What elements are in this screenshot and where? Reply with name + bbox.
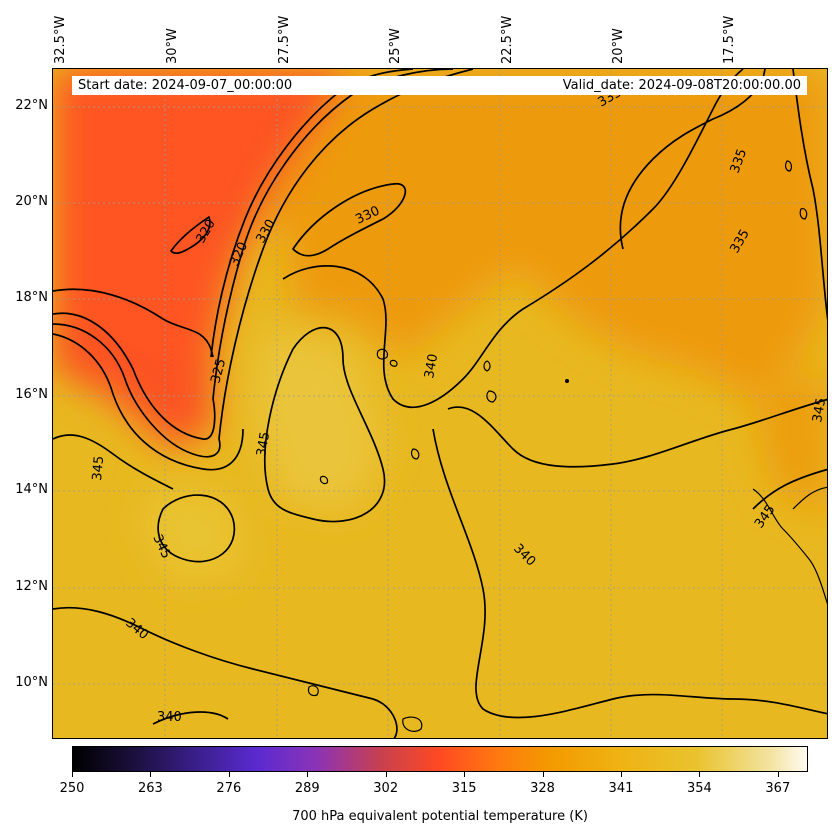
lon-label-22.5w: 22.5°W	[500, 15, 515, 64]
contour-345-east	[752, 468, 827, 510]
valid-date-text: Valid_date: 2024-09-08T20:00:00.00	[562, 78, 801, 93]
colorbar-tick-263	[150, 772, 152, 777]
gridlines	[53, 69, 827, 738]
contour-330-loop	[53, 323, 221, 458]
island-cape-verde-1	[376, 348, 388, 360]
field-shading	[53, 69, 827, 579]
contour-340-south	[447, 398, 827, 468]
colorbar-tick-315	[464, 772, 466, 777]
colorbar-tick-label-328: 328	[530, 781, 555, 796]
lon-label-27.5w: 27.5°W	[277, 15, 292, 64]
island-dot	[565, 379, 569, 383]
contour-330-bulge	[292, 183, 407, 257]
contour-345-center	[263, 326, 386, 523]
start-date-text: Start date: 2024-09-07_00:00:00	[78, 78, 293, 93]
island-bottom-1	[402, 716, 423, 732]
colorbar-tick-label-302: 302	[373, 781, 399, 796]
contour-345-circle	[157, 494, 236, 563]
colorbar-tick-label-367: 367	[765, 781, 791, 796]
lat-label-22n: 22°N	[15, 98, 48, 113]
contours	[53, 69, 827, 738]
lat-label-14n: 14°N	[15, 482, 48, 497]
contour-label-325: 325	[208, 357, 229, 385]
warm-region-center	[253, 329, 383, 509]
colorbar	[72, 746, 808, 772]
contour-label-345-e: 345	[810, 397, 828, 424]
mid-region-north	[203, 69, 827, 399]
island-small-center	[319, 475, 329, 485]
contour-325-loop	[53, 312, 216, 440]
contour-340-band	[432, 428, 827, 719]
map-panel[interactable]: 320 320 330 330 325 335 335 335 340 340 …	[52, 68, 828, 739]
lat-label-10n: 10°N	[15, 675, 48, 690]
colorbar-tick-label-354: 354	[686, 781, 712, 796]
island-east-2	[799, 208, 808, 220]
date-info-bar: Start date: 2024-09-07_00:00:00 Valid_da…	[72, 76, 807, 95]
island-bottom-2	[307, 685, 319, 697]
colorbar-tick-354	[699, 772, 701, 777]
coast-africa	[752, 488, 827, 605]
colorbar-tick-289	[307, 772, 309, 777]
colorbar-tick-276	[228, 772, 230, 777]
colorbar-tick-label-315: 315	[451, 781, 477, 796]
island-small-2	[411, 448, 420, 460]
colorbar-tick-label-263: 263	[138, 781, 163, 796]
colorbar-tick-250	[72, 772, 73, 777]
island-east-1	[784, 160, 793, 172]
lat-label-12n: 12°N	[15, 579, 48, 594]
contour-label-345-a: 345	[90, 455, 107, 481]
contour-label-345-b: 345	[254, 431, 273, 458]
contour-320-small	[170, 216, 211, 255]
coastlines	[307, 160, 827, 732]
mid-region-east	[753, 369, 827, 518]
cold-region-core	[53, 69, 303, 369]
lon-label-20w: 20°W	[611, 28, 626, 64]
colorbar-label: 700 hPa equivalent potential temperature…	[292, 809, 588, 824]
coast-africa-2	[792, 486, 827, 510]
colorbar-tick-328	[542, 772, 544, 777]
lat-label-16n: 16°N	[15, 387, 48, 402]
island-cape-verde-3	[483, 360, 491, 372]
contour-east-edge	[792, 69, 827, 321]
contour-320-west	[53, 288, 214, 358]
colorbar-tick-302	[385, 772, 387, 777]
island-cape-verde-2	[389, 359, 398, 367]
lat-label-20n: 20°N	[15, 194, 48, 209]
contour-340-bottom	[152, 711, 229, 725]
contour-345-west	[53, 434, 174, 490]
contour-335-east	[619, 69, 766, 250]
island-cape-verde-4	[486, 390, 497, 403]
lat-label-18n: 18°N	[15, 290, 48, 305]
colorbar-tick-367	[777, 772, 779, 777]
lon-label-17.5w: 17.5°W	[722, 15, 737, 64]
contour-label-340-a: 340	[422, 353, 441, 380]
contour-340-sw	[53, 606, 398, 738]
lon-label-32.5w: 32.5°W	[53, 15, 68, 64]
lon-label-25w: 25°W	[388, 28, 403, 64]
contour-label-340-d: 340	[157, 710, 182, 725]
colorbar-tick-341	[620, 772, 622, 777]
lon-label-30w: 30°W	[165, 28, 180, 64]
map-canvas: 320 320 330 330 325 335 335 335 340 340 …	[53, 69, 828, 738]
colorbar-tick-label-250: 250	[59, 781, 85, 796]
colorbar-tick-label-276: 276	[216, 781, 242, 796]
colorbar-tick-label-341: 341	[608, 781, 634, 796]
contour-340-east	[282, 69, 744, 409]
contour-335-loop	[53, 333, 244, 471]
colorbar-tick-label-289: 289	[294, 781, 320, 796]
